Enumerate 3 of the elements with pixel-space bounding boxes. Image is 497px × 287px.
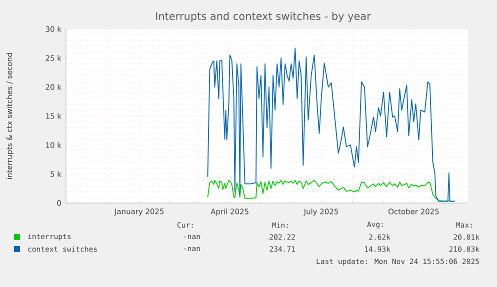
chart-title: Interrupts and context switches - by year xyxy=(156,12,371,22)
line-series xyxy=(207,180,450,202)
line-series xyxy=(207,48,456,202)
